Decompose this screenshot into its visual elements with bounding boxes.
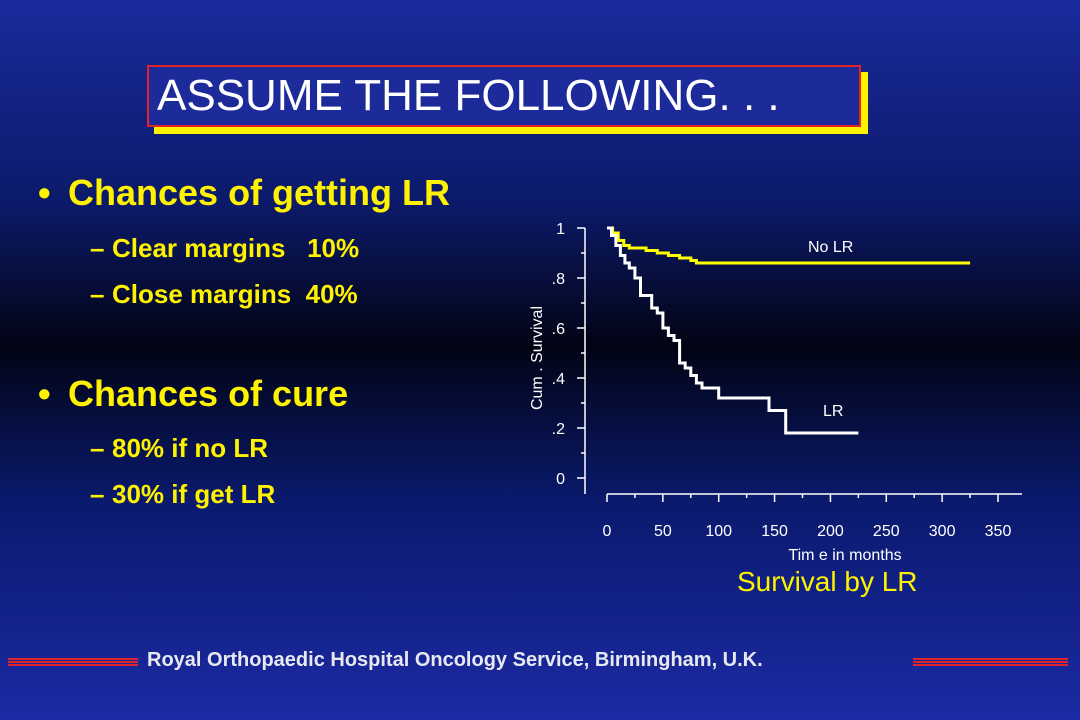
- chart-caption: Survival by LR: [737, 566, 918, 597]
- x-tick-label: 350: [985, 523, 1012, 540]
- y-tick-label: 1: [556, 221, 565, 238]
- bullet-1-text: Chances of getting LR: [68, 172, 451, 213]
- x-tick-label: 250: [873, 523, 900, 540]
- x-axis-title: Tim e in months: [788, 547, 901, 564]
- sub-dash: –: [90, 279, 105, 309]
- series-label-lr: LR: [823, 403, 843, 420]
- sub-text: Close margins 40%: [112, 279, 358, 309]
- series-label-no-lr: No LR: [808, 239, 853, 256]
- bullet-1-sub-2: – Close margins 40%: [90, 279, 358, 310]
- sub-dash: –: [90, 479, 105, 509]
- bullet-2-text: Chances of cure: [68, 373, 349, 414]
- y-axis-title: Cum . Survival: [529, 306, 546, 410]
- sub-text: 80% if no LR: [112, 433, 269, 463]
- bullet-1-sub-1: – Clear margins 10%: [90, 233, 359, 264]
- footer: Royal Orthopaedic Hospital Oncology Serv…: [147, 649, 763, 671]
- y-tick-label: .2: [552, 421, 565, 438]
- y-tick-label: .8: [552, 271, 565, 288]
- y-tick-label: .4: [552, 371, 565, 388]
- bullet-2-sub-2: –30% if get LR: [90, 479, 275, 510]
- bullet-2-sub-1: –80% if no LR: [90, 433, 268, 464]
- footer-rule-right: [913, 658, 1068, 666]
- series-line-lr: [607, 226, 859, 435]
- x-tick-label: 300: [929, 523, 956, 540]
- sub-dash: –: [90, 233, 105, 263]
- series-line-no-lr: [607, 226, 971, 265]
- y-tick-label: .6: [552, 321, 565, 338]
- x-tick-label: 50: [654, 523, 672, 540]
- bullet-2: • Chances of cure: [38, 373, 348, 415]
- bullet-1: • Chances of getting LR: [38, 172, 450, 214]
- sub-dash: –: [90, 433, 105, 463]
- sub-text: Clear margins 10%: [112, 233, 360, 263]
- x-tick-label: 150: [761, 523, 788, 540]
- chart-axes: [577, 227, 1022, 502]
- bullet-dot: •: [38, 172, 51, 213]
- slide-title: ASSUME THE FOLLOWING. . .: [147, 65, 861, 127]
- y-tick-label: 0: [556, 471, 565, 488]
- chart-labels: 0 .2 .4 .6 .8 1 0 50 100 150 200 250 300 350 Tim e in …: [529, 221, 1011, 564]
- bullet-dot: •: [38, 373, 51, 414]
- x-tick-label: 200: [817, 523, 844, 540]
- footer-rule-left: [8, 658, 138, 666]
- sub-text: 30% if get LR: [112, 479, 276, 509]
- chart-series: [607, 226, 971, 435]
- x-tick-label: 100: [705, 523, 732, 540]
- x-tick-label: 0: [603, 523, 612, 540]
